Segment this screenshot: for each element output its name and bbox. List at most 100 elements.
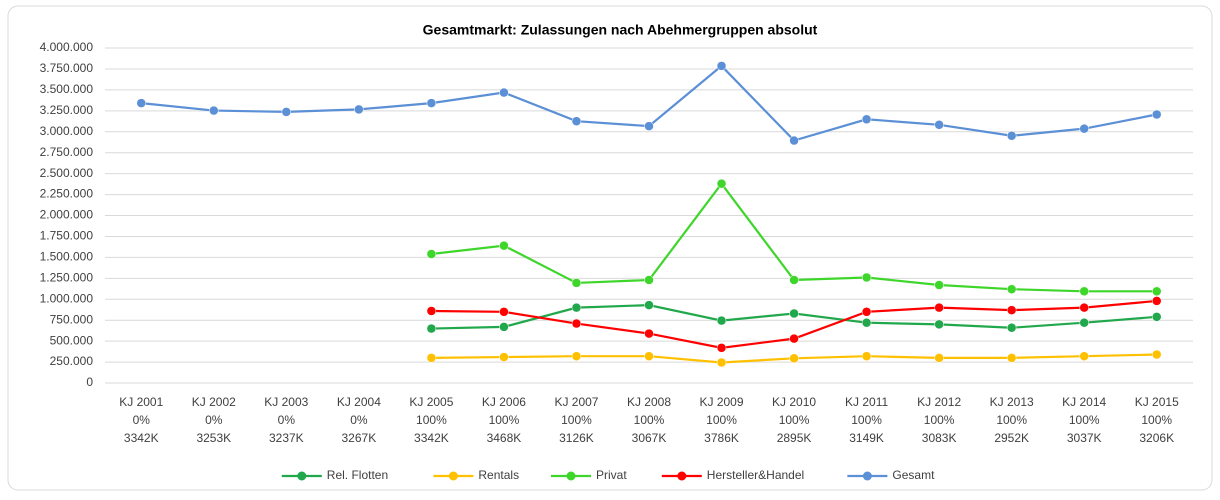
- x-tick-label: 3253K: [196, 431, 231, 445]
- data-point: [716, 315, 727, 326]
- x-tick-label: KJ 2001: [119, 395, 163, 409]
- data-point: [789, 353, 799, 364]
- data-point: [426, 353, 437, 363]
- data-point: [1151, 109, 1162, 120]
- data-point: [644, 328, 654, 339]
- data-point: [934, 353, 944, 363]
- data-point: [1079, 302, 1089, 313]
- legend-marker: [566, 471, 576, 481]
- x-tick-label: 100%: [1069, 413, 1100, 427]
- x-tick-label: 0%: [133, 413, 151, 427]
- legend-marker: [297, 471, 307, 481]
- x-tick-label: KJ 2013: [990, 395, 1034, 409]
- data-point: [499, 307, 509, 317]
- data-point: [716, 178, 727, 189]
- data-point: [789, 308, 799, 319]
- data-point: [716, 61, 727, 71]
- x-tick-label: 3149K: [849, 431, 884, 445]
- x-tick-label: 100%: [416, 413, 447, 427]
- data-point: [861, 114, 872, 125]
- x-tick-label: 3067K: [632, 431, 667, 445]
- x-tick-label: 100%: [1141, 413, 1172, 427]
- data-point: [644, 300, 654, 310]
- y-tick-label: 3.000.000: [40, 124, 94, 138]
- legend-label: Rel. Flotten: [327, 468, 388, 482]
- data-point: [789, 333, 799, 344]
- y-tick-label: 2.250.000: [40, 187, 94, 201]
- y-tick-label: 1.500.000: [40, 250, 94, 264]
- data-point: [789, 135, 799, 146]
- data-point: [934, 302, 944, 313]
- data-point: [1006, 353, 1017, 363]
- y-tick-label: 750.000: [50, 312, 94, 326]
- data-point: [861, 272, 872, 283]
- x-tick-label: KJ 2009: [700, 395, 744, 409]
- legend-label: Privat: [596, 468, 627, 482]
- x-tick-label: KJ 2015: [1135, 395, 1179, 409]
- x-tick-label: 100%: [996, 413, 1027, 427]
- legend-label: Hersteller&Handel: [707, 468, 804, 482]
- x-tick-label: KJ 2011: [845, 395, 888, 409]
- x-tick-label: 3126K: [559, 431, 594, 445]
- data-point: [644, 275, 654, 285]
- data-point: [934, 120, 944, 130]
- data-point: [1151, 312, 1162, 322]
- x-tick-label: 3342K: [124, 431, 159, 445]
- x-tick-label: 3083K: [922, 431, 957, 445]
- x-tick-label: 2952K: [994, 431, 1029, 445]
- y-tick-label: 2.000.000: [40, 208, 94, 222]
- legend-label: Rentals: [478, 468, 519, 482]
- data-point: [1151, 349, 1162, 360]
- data-point: [1006, 322, 1017, 333]
- data-point: [1079, 123, 1089, 134]
- data-point: [571, 278, 582, 288]
- x-tick-label: KJ 2003: [264, 395, 308, 409]
- chart-frame: [7, 5, 1213, 491]
- y-tick-label: 250.000: [50, 354, 94, 368]
- data-point: [934, 319, 944, 330]
- x-tick-label: 3237K: [269, 431, 304, 445]
- data-point: [499, 87, 509, 98]
- x-tick-label: 0%: [278, 413, 296, 427]
- data-point: [861, 351, 872, 361]
- x-tick-label: KJ 2004: [337, 395, 381, 409]
- data-point: [499, 240, 509, 251]
- y-tick-label: 2.500.000: [40, 166, 94, 180]
- data-point: [1151, 296, 1162, 306]
- data-point: [499, 322, 509, 332]
- x-tick-label: KJ 2005: [409, 395, 453, 409]
- x-tick-label: KJ 2014: [1062, 395, 1106, 409]
- x-tick-label: 3206K: [1139, 431, 1174, 445]
- data-point: [1006, 131, 1017, 141]
- data-point: [571, 302, 582, 313]
- data-point: [861, 317, 872, 328]
- data-point: [426, 323, 437, 334]
- legend-marker: [862, 471, 872, 481]
- data-point: [1006, 284, 1017, 294]
- x-tick-label: 100%: [924, 413, 955, 427]
- legend-marker: [448, 471, 458, 481]
- data-point: [789, 275, 799, 285]
- data-point: [426, 306, 437, 316]
- x-tick-label: KJ 2002: [192, 395, 236, 409]
- x-tick-label: 100%: [851, 413, 882, 427]
- x-tick-label: 2895K: [777, 431, 812, 445]
- legend-marker: [677, 471, 687, 481]
- y-tick-label: 500.000: [50, 333, 94, 347]
- x-tick-label: 100%: [489, 413, 520, 427]
- y-tick-label: 1.250.000: [40, 270, 94, 284]
- x-tick-label: 3342K: [414, 431, 449, 445]
- data-point: [1006, 305, 1017, 315]
- data-point: [571, 116, 582, 126]
- x-tick-label: KJ 2007: [554, 395, 598, 409]
- data-point: [354, 104, 364, 115]
- x-tick-label: KJ 2012: [917, 395, 961, 409]
- data-point: [426, 249, 437, 259]
- x-tick-label: KJ 2008: [627, 395, 671, 409]
- x-tick-label: KJ 2006: [482, 395, 526, 409]
- data-point: [716, 343, 727, 353]
- chart-title: Gesamtmarkt: Zulassungen nach Abehmergru…: [423, 22, 818, 38]
- data-point: [209, 105, 219, 116]
- x-tick-label: 0%: [350, 413, 368, 427]
- data-point: [571, 318, 582, 329]
